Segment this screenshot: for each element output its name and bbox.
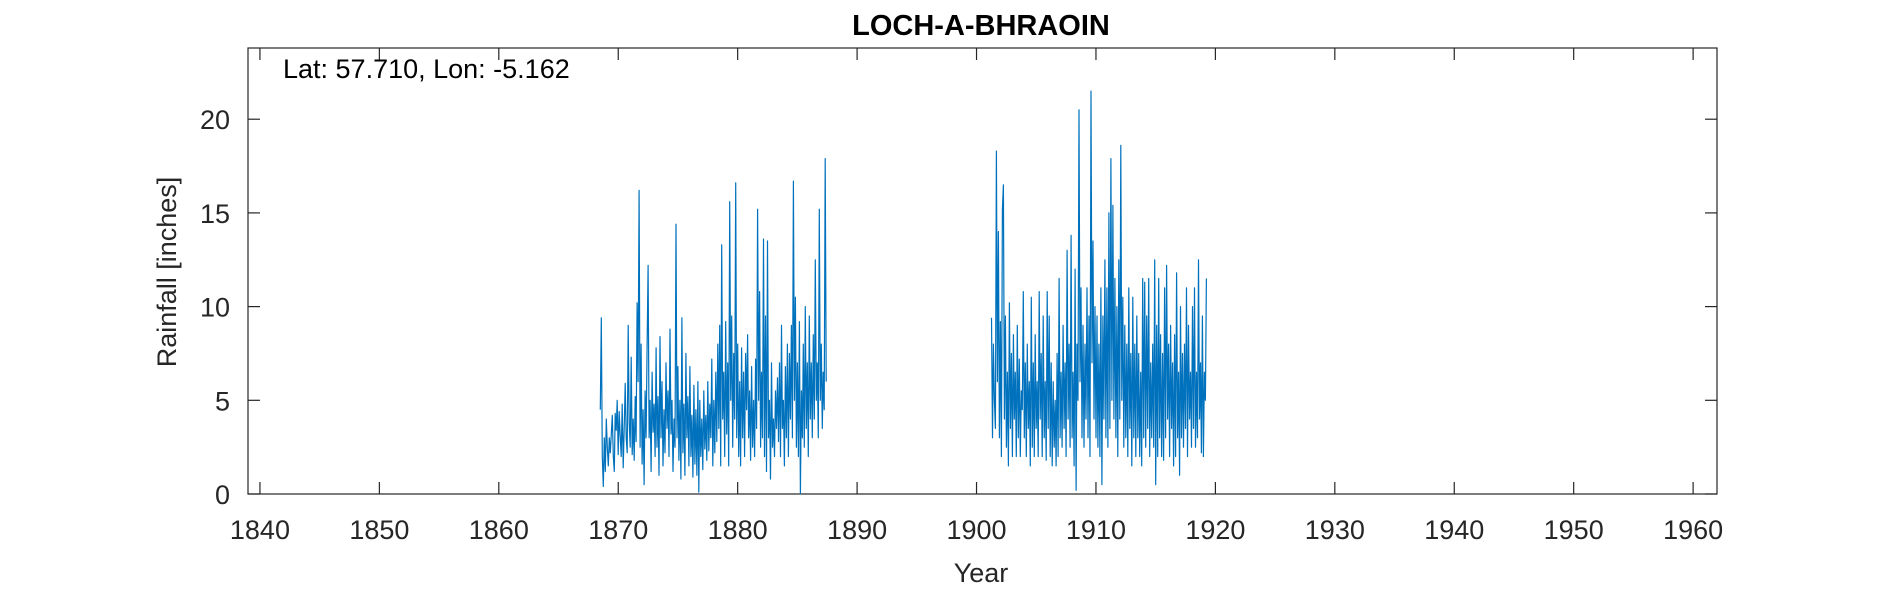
y-tick-label: 5 [215,386,230,416]
x-tick-label: 1860 [469,515,529,545]
x-tick-label: 1960 [1663,515,1723,545]
location-annotation: Lat: 57.710, Lon: -5.162 [283,54,570,84]
x-tick-label: 1840 [230,515,290,545]
x-tick-label: 1940 [1424,515,1484,545]
y-tick-label: 15 [200,199,230,229]
plot-area: 1840 1850 1860 1870 1880 1890 1900 1910 1920 1930… [200,47,1723,545]
y-axis-title: Rainfall [inches] [152,177,182,368]
rainfall-series-line [599,158,827,495]
x-tick-label: 1890 [827,515,887,545]
x-tick-label: 1880 [708,515,768,545]
rainfall-series-line [990,90,1208,491]
x-tick-label: 1900 [946,515,1006,545]
x-tick-label: 1850 [349,515,409,545]
chart-title: LOCH-A-BHRAOIN [852,10,1110,42]
x-tick-label: 1910 [1066,515,1126,545]
x-tick-label: 1920 [1185,515,1245,545]
x-axis-title: Year [954,558,1009,588]
y-tick-label: 10 [200,293,230,323]
x-tick-label: 1870 [588,515,648,545]
y-tick-label: 0 [215,480,230,510]
x-tick-label: 1930 [1305,515,1365,545]
plot-box [247,47,1718,495]
x-tick-label: 1950 [1544,515,1604,545]
y-tick-label: 20 [200,105,230,135]
